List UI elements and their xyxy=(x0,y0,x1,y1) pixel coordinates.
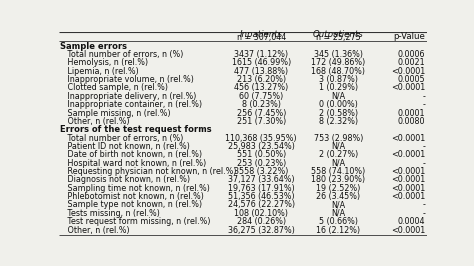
Text: 24,576 (22.27%): 24,576 (22.27%) xyxy=(228,201,295,209)
Text: -: - xyxy=(423,209,426,218)
Text: Other, n (rel.%): Other, n (rel.%) xyxy=(60,226,129,235)
Text: p-Value: p-Value xyxy=(393,32,426,41)
Text: -: - xyxy=(423,92,426,101)
Text: 36,275 (32.87%): 36,275 (32.87%) xyxy=(228,226,295,235)
Text: Sample type not known, n (rel.%): Sample type not known, n (rel.%) xyxy=(60,201,202,209)
Text: Diagnosis not known, n (rel.%): Diagnosis not known, n (rel.%) xyxy=(60,175,190,184)
Text: Tests missing, n (rel.%): Tests missing, n (rel.%) xyxy=(60,209,160,218)
Text: 51,356 (46.53%): 51,356 (46.53%) xyxy=(228,192,295,201)
Text: Inappropriate container, n (rel.%): Inappropriate container, n (rel.%) xyxy=(60,100,202,109)
Text: Other, n (rel.%): Other, n (rel.%) xyxy=(60,117,129,126)
Text: 0.0005: 0.0005 xyxy=(398,75,426,84)
Text: 5 (0.66%): 5 (0.66%) xyxy=(319,217,358,226)
Text: <0.0001: <0.0001 xyxy=(391,167,426,176)
Text: 345 (1.36%): 345 (1.36%) xyxy=(314,50,363,59)
Text: Sample missing, n (rel.%): Sample missing, n (rel.%) xyxy=(60,109,171,118)
Text: <0.0001: <0.0001 xyxy=(391,134,426,143)
Text: <0.0001: <0.0001 xyxy=(391,192,426,201)
Text: 19 (2.52%): 19 (2.52%) xyxy=(316,184,361,193)
Text: 8 (0.23%): 8 (0.23%) xyxy=(242,100,281,109)
Text: 110,368 (35.95%): 110,368 (35.95%) xyxy=(226,134,297,143)
Text: N/A: N/A xyxy=(331,209,346,218)
Text: Requesting physician not known, n (rel.%): Requesting physician not known, n (rel.%… xyxy=(60,167,237,176)
Text: -: - xyxy=(423,100,426,109)
Text: Inpatients: Inpatients xyxy=(240,30,283,39)
Text: 753 (2.98%): 753 (2.98%) xyxy=(314,134,363,143)
Text: 3437 (1.12%): 3437 (1.12%) xyxy=(234,50,288,59)
Text: 0.0021: 0.0021 xyxy=(398,58,426,67)
Text: N/A: N/A xyxy=(331,142,346,151)
Text: Hospital ward not known, n (rel.%): Hospital ward not known, n (rel.%) xyxy=(60,159,206,168)
Text: 3558 (3.22%): 3558 (3.22%) xyxy=(234,167,289,176)
Text: 60 (7.75%): 60 (7.75%) xyxy=(239,92,283,101)
Text: <0.0001: <0.0001 xyxy=(391,184,426,193)
Text: 2 (0.58%): 2 (0.58%) xyxy=(319,109,358,118)
Text: Total number of errors, n (%): Total number of errors, n (%) xyxy=(60,50,183,59)
Text: 19,763 (17.91%): 19,763 (17.91%) xyxy=(228,184,295,193)
Text: <0.0001: <0.0001 xyxy=(391,150,426,159)
Text: Sample errors: Sample errors xyxy=(60,42,127,51)
Text: <0.0001: <0.0001 xyxy=(391,84,426,92)
Text: 16 (2.12%): 16 (2.12%) xyxy=(316,226,361,235)
Text: N/A: N/A xyxy=(331,201,346,209)
Text: 2 (0.27%): 2 (0.27%) xyxy=(319,150,358,159)
Text: 180 (23.90%): 180 (23.90%) xyxy=(311,175,365,184)
Text: 168 (48.70%): 168 (48.70%) xyxy=(311,67,365,76)
Text: <0.0001: <0.0001 xyxy=(391,175,426,184)
Text: Sampling time not known, n (rel.%): Sampling time not known, n (rel.%) xyxy=(60,184,210,193)
Text: 551 (0.50%): 551 (0.50%) xyxy=(237,150,286,159)
Text: Hemolysis, n (rel.%): Hemolysis, n (rel.%) xyxy=(60,58,148,67)
Text: <0.0001: <0.0001 xyxy=(391,226,426,235)
Text: N/A: N/A xyxy=(331,92,346,101)
Text: 256 (7.45%): 256 (7.45%) xyxy=(237,109,286,118)
Text: 456 (13.27%): 456 (13.27%) xyxy=(234,84,288,92)
Text: n = 307,044: n = 307,044 xyxy=(237,33,286,42)
Text: Date of birth not known, n (rel.%): Date of birth not known, n (rel.%) xyxy=(60,150,202,159)
Text: 0.0004: 0.0004 xyxy=(398,217,426,226)
Text: 0.0006: 0.0006 xyxy=(398,50,426,59)
Text: -: - xyxy=(423,159,426,168)
Text: 26 (3.45%): 26 (3.45%) xyxy=(316,192,361,201)
Text: -: - xyxy=(423,201,426,209)
Text: -: - xyxy=(423,142,426,151)
Text: 558 (74.10%): 558 (74.10%) xyxy=(311,167,365,176)
Text: 37,127 (33.64%): 37,127 (33.64%) xyxy=(228,175,295,184)
Text: Inappropriate delivery, n (rel.%): Inappropriate delivery, n (rel.%) xyxy=(60,92,196,101)
Text: 0.0080: 0.0080 xyxy=(398,117,426,126)
Text: Phlebotomist not known, n (rel.%): Phlebotomist not known, n (rel.%) xyxy=(60,192,204,201)
Text: 172 (49.86%): 172 (49.86%) xyxy=(311,58,365,67)
Text: 25,983 (23.54%): 25,983 (23.54%) xyxy=(228,142,295,151)
Text: 108 (02.10%): 108 (02.10%) xyxy=(234,209,288,218)
Text: <0.0001: <0.0001 xyxy=(391,67,426,76)
Text: 477 (13.88%): 477 (13.88%) xyxy=(234,67,288,76)
Text: Errors of the test request forms: Errors of the test request forms xyxy=(60,125,211,134)
Text: 8 (2.32%): 8 (2.32%) xyxy=(319,117,358,126)
Text: 1 (0.29%): 1 (0.29%) xyxy=(319,84,358,92)
Text: 3 (0.87%): 3 (0.87%) xyxy=(319,75,358,84)
Text: 0.0001: 0.0001 xyxy=(398,109,426,118)
Text: 284 (0.26%): 284 (0.26%) xyxy=(237,217,286,226)
Text: n = 25,275: n = 25,275 xyxy=(316,33,361,42)
Text: 213 (6.20%): 213 (6.20%) xyxy=(237,75,286,84)
Text: Total number of errors, n (%): Total number of errors, n (%) xyxy=(60,134,183,143)
Text: Patient ID not known, n (rel.%): Patient ID not known, n (rel.%) xyxy=(60,142,190,151)
Text: Inappropriate volume, n (rel.%): Inappropriate volume, n (rel.%) xyxy=(60,75,194,84)
Text: 1615 (46.99%): 1615 (46.99%) xyxy=(232,58,291,67)
Text: Lipemia, n (rel.%): Lipemia, n (rel.%) xyxy=(60,67,139,76)
Text: Test request form missing, n (rel.%): Test request form missing, n (rel.%) xyxy=(60,217,210,226)
Text: 251 (7.30%): 251 (7.30%) xyxy=(237,117,286,126)
Text: Clotted sample, n (rel.%): Clotted sample, n (rel.%) xyxy=(60,84,168,92)
Text: Outpatients: Outpatients xyxy=(313,30,364,39)
Text: 0 (0.00%): 0 (0.00%) xyxy=(319,100,358,109)
Text: N/A: N/A xyxy=(331,159,346,168)
Text: 253 (0.23%): 253 (0.23%) xyxy=(237,159,286,168)
